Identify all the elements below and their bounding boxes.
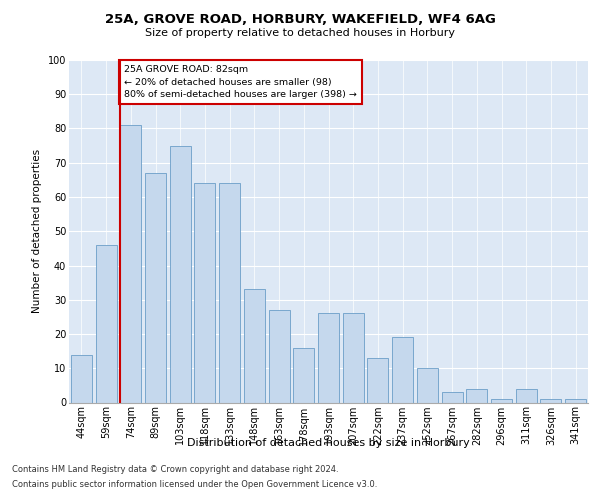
Bar [516, 389, 537, 402]
Bar [269, 310, 290, 402]
Bar [491, 399, 512, 402]
Bar [244, 290, 265, 403]
Bar [367, 358, 388, 403]
Bar [417, 368, 438, 402]
Y-axis label: Number of detached properties: Number of detached properties [32, 149, 42, 314]
Bar [120, 125, 141, 402]
Bar [343, 314, 364, 402]
Bar [392, 338, 413, 402]
Bar [565, 399, 586, 402]
Bar [145, 173, 166, 402]
Bar [293, 348, 314, 403]
Text: Size of property relative to detached houses in Horbury: Size of property relative to detached ho… [145, 28, 455, 38]
Bar [318, 314, 339, 402]
Bar [442, 392, 463, 402]
Text: Distribution of detached houses by size in Horbury: Distribution of detached houses by size … [187, 438, 470, 448]
Bar [95, 245, 116, 402]
Bar [170, 146, 191, 402]
Text: 25A GROVE ROAD: 82sqm
← 20% of detached houses are smaller (98)
80% of semi-deta: 25A GROVE ROAD: 82sqm ← 20% of detached … [124, 65, 357, 99]
Bar [466, 389, 487, 402]
Bar [71, 354, 92, 403]
Bar [219, 184, 240, 402]
Bar [194, 184, 215, 402]
Text: Contains public sector information licensed under the Open Government Licence v3: Contains public sector information licen… [12, 480, 377, 489]
Text: 25A, GROVE ROAD, HORBURY, WAKEFIELD, WF4 6AG: 25A, GROVE ROAD, HORBURY, WAKEFIELD, WF4… [104, 13, 496, 26]
Text: Contains HM Land Registry data © Crown copyright and database right 2024.: Contains HM Land Registry data © Crown c… [12, 465, 338, 474]
Bar [541, 399, 562, 402]
